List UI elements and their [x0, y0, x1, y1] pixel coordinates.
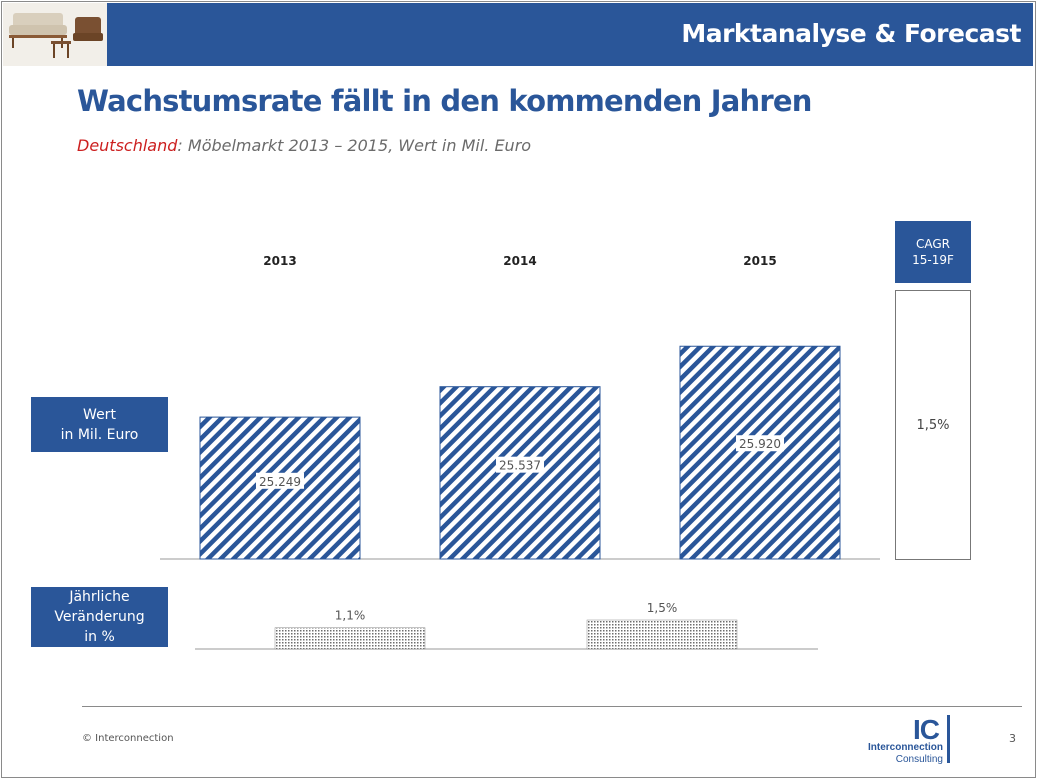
value-bar — [679, 345, 841, 560]
page-title: Wachstumsrate fällt in den kommenden Jah… — [77, 84, 812, 118]
subtitle-country: Deutschland — [77, 136, 178, 155]
year-tick-label: 2013 — [263, 254, 296, 268]
footer-divider — [82, 706, 1022, 707]
furniture-image — [3, 3, 107, 66]
header-title: Marktanalyse & Forecast — [681, 19, 1021, 48]
cagr-header: CAGR 15-19F — [895, 221, 971, 283]
value-data-label: 25.249 — [259, 475, 301, 489]
value-label-bg — [496, 456, 544, 473]
value-data-label: 25.920 — [739, 437, 781, 451]
change-bar — [586, 619, 738, 650]
logo-mark: IC — [913, 714, 940, 745]
change-data-label: 1,1% — [335, 609, 366, 623]
change-bar — [274, 627, 426, 650]
value-row-label: Wert in Mil. Euro — [31, 397, 168, 452]
year-tick-label: 2014 — [503, 254, 536, 268]
subtitle-text: : Möbelmarkt 2013 – 2015, Wert in Mil. E… — [177, 136, 532, 155]
copyright: © Interconnection — [82, 733, 174, 744]
value-data-label: 25.537 — [499, 459, 541, 473]
change-row-label: Jährliche Veränderung in % — [31, 587, 168, 647]
logo-line2: Consulting — [895, 754, 943, 765]
logo-line1: Interconnection — [867, 742, 943, 753]
company-logo: IC Interconnection Consulting — [863, 712, 953, 768]
page-number: 3 — [1009, 732, 1016, 745]
cagr-box — [895, 290, 971, 560]
subtitle: Deutschland: Möbelmarkt 2013 – 2015, Wer… — [77, 136, 531, 155]
value-bar — [439, 386, 601, 560]
sofa-icon — [3, 3, 107, 66]
cagr-value: 1,5% — [916, 418, 950, 433]
value-label-bg — [256, 472, 304, 489]
value-label-bg — [736, 435, 784, 452]
change-data-label: 1,5% — [647, 601, 678, 615]
header-banner: Marktanalyse & Forecast — [107, 3, 1033, 66]
logo-bar — [947, 715, 950, 763]
year-tick-label: 2015 — [743, 254, 776, 268]
